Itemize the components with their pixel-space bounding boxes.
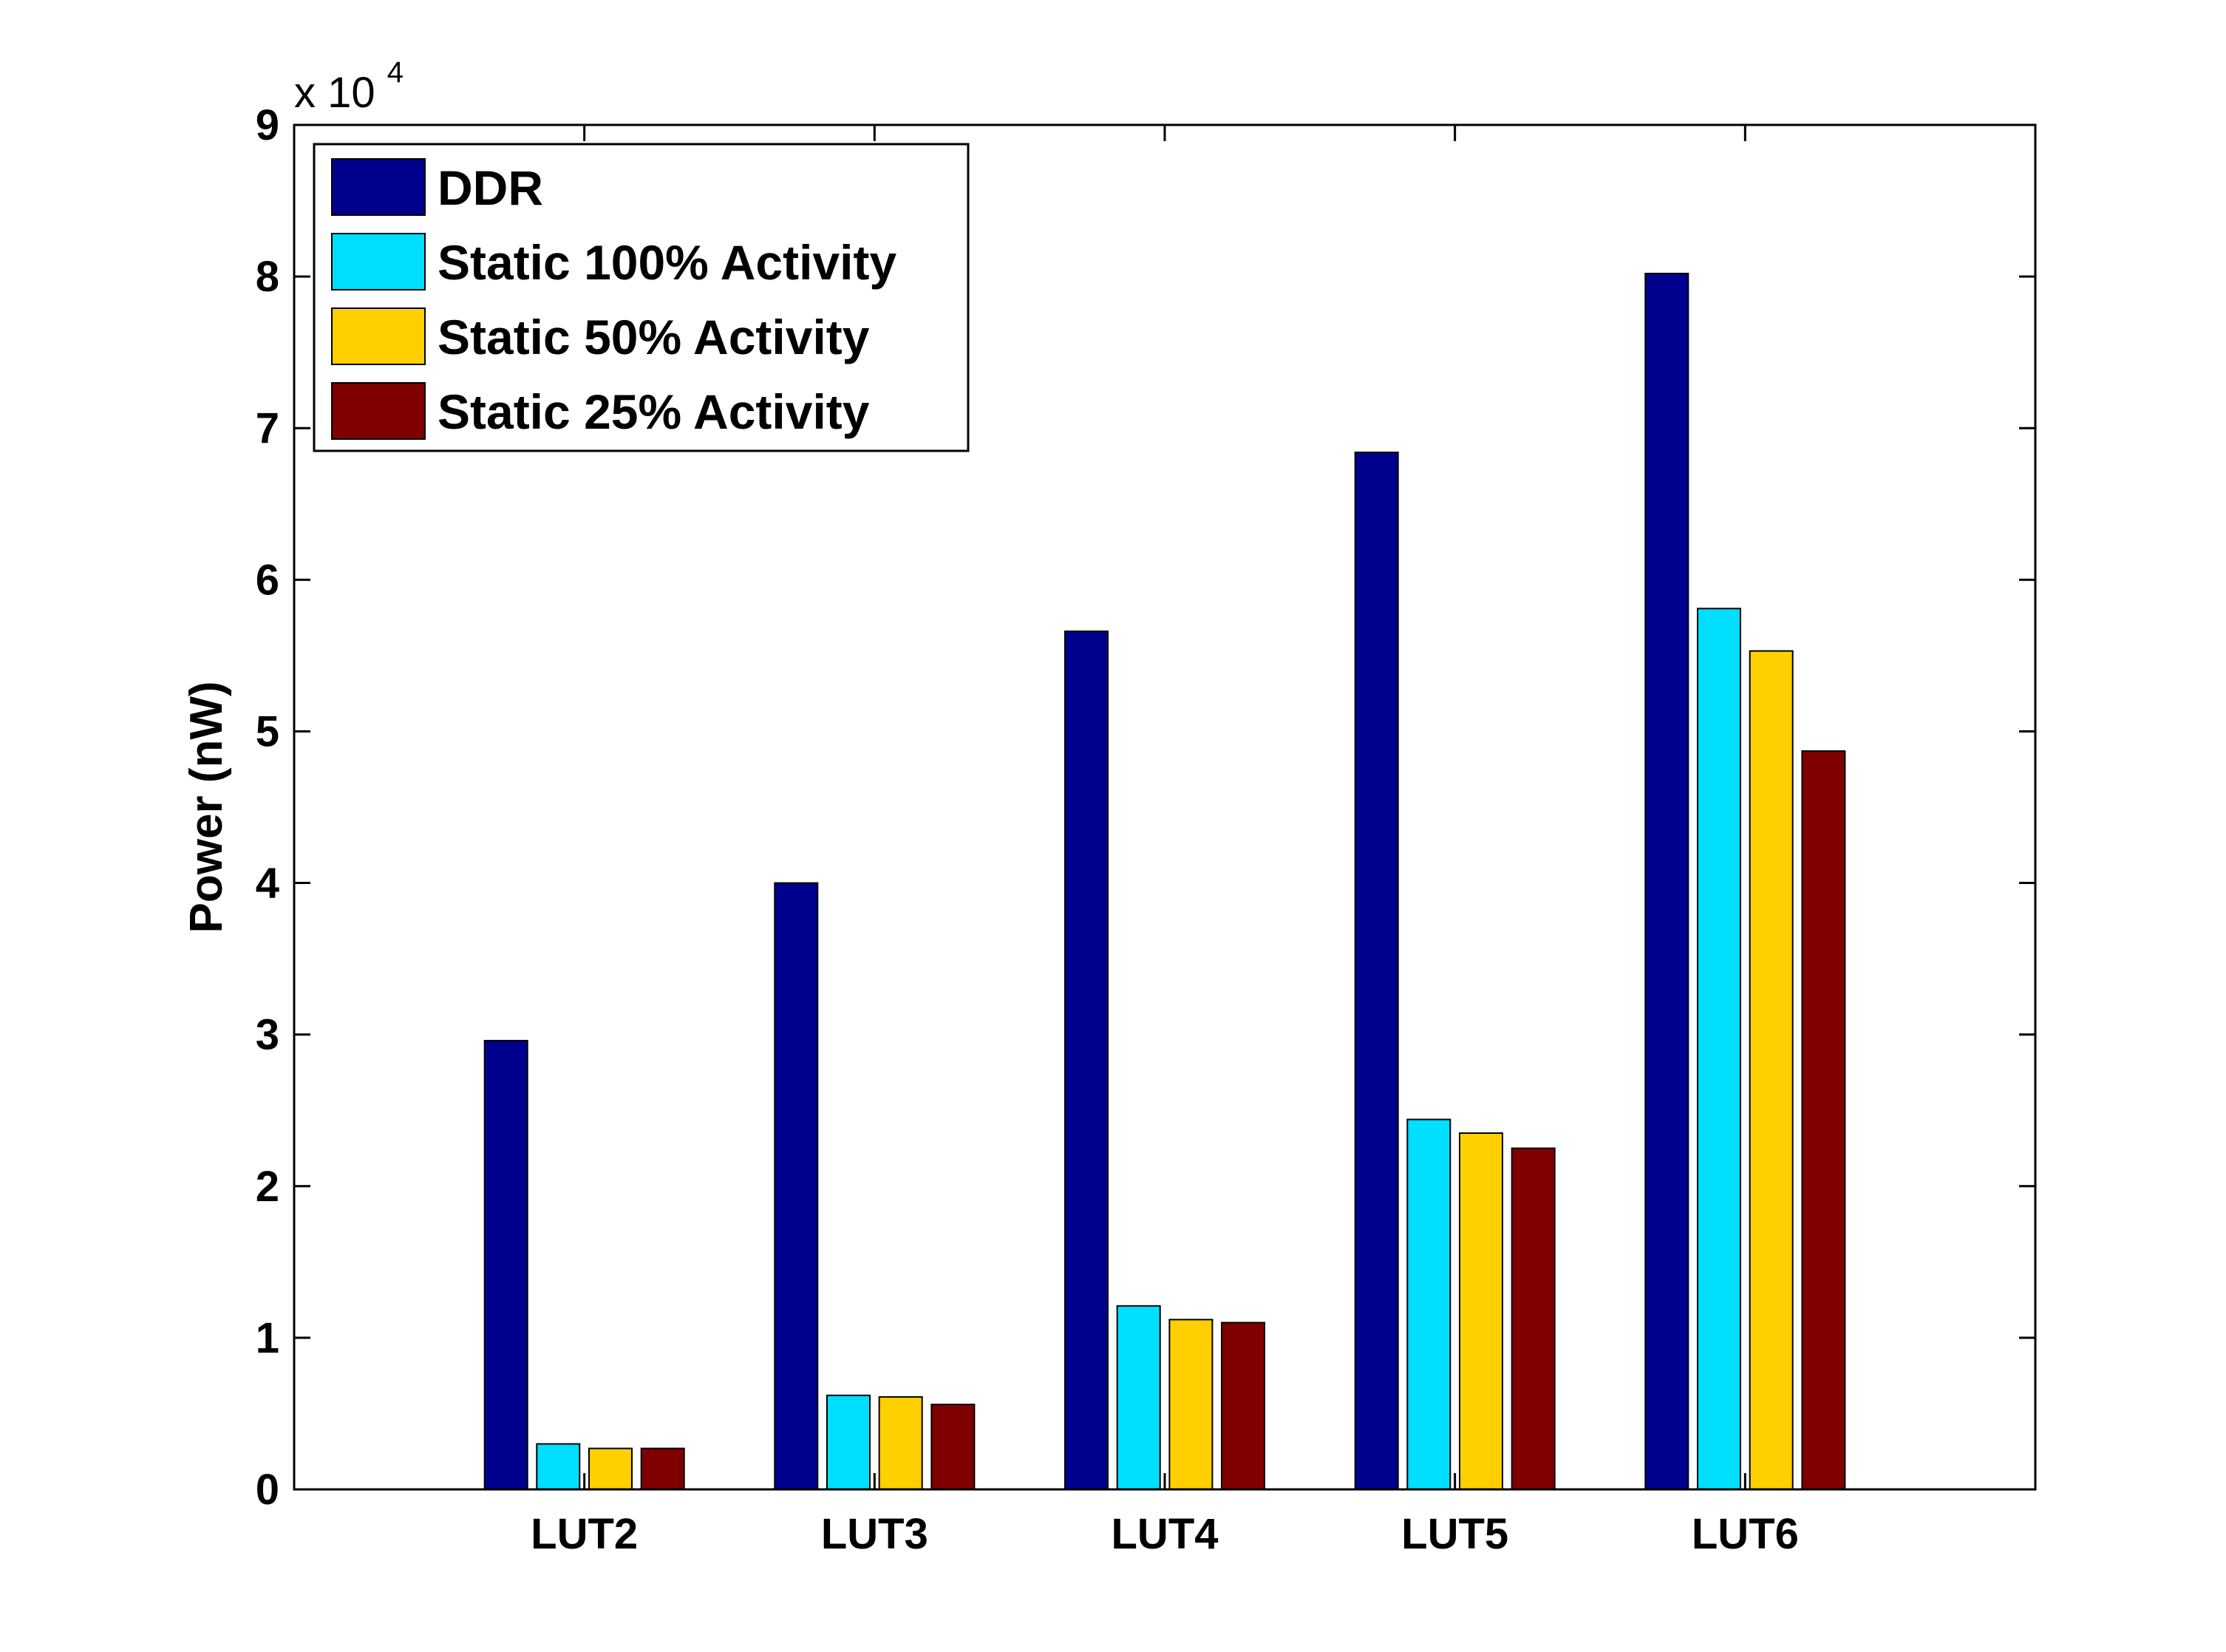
legend-label-3: Static 50% Activity bbox=[438, 310, 870, 364]
x-tick-label-lut4: LUT4 bbox=[1112, 1510, 1219, 1558]
bar-lut2-series-1 bbox=[483, 1039, 528, 1490]
legend-label-1: DDR bbox=[438, 160, 543, 215]
legend-swatch-4 bbox=[331, 382, 426, 440]
y-axis-multiplier: x 10 4 bbox=[294, 56, 404, 117]
x-tick-label-lut3: LUT3 bbox=[821, 1510, 928, 1558]
bar-lut5-series-1 bbox=[1354, 452, 1399, 1490]
y-tick-label: 9 bbox=[256, 101, 279, 149]
bar-lut4-series-3 bbox=[1168, 1319, 1214, 1491]
y-tick-label: 7 bbox=[256, 404, 279, 452]
y-tick-label: 1 bbox=[256, 1314, 279, 1362]
x-tick-labels: LUT2 LUT3 LUT4 LUT5 LUT6 bbox=[531, 1510, 1799, 1558]
bar-lut6-series-1 bbox=[1644, 273, 1689, 1490]
bar-lut3-series-1 bbox=[774, 882, 819, 1490]
bar-lut3-series-4 bbox=[930, 1404, 976, 1490]
bar-lut4-series-1 bbox=[1064, 630, 1109, 1490]
y-tick-label: 6 bbox=[256, 556, 279, 604]
bar-lut6-series-2 bbox=[1697, 608, 1741, 1490]
plot-frame bbox=[293, 123, 2037, 1491]
x-tick-label-lut2: LUT2 bbox=[531, 1510, 638, 1558]
bars-group bbox=[483, 273, 1846, 1491]
bar-lut5-series-2 bbox=[1406, 1118, 1451, 1490]
bar-lut6-series-4 bbox=[1801, 750, 1846, 1490]
legend-swatch-3 bbox=[331, 307, 426, 365]
bar-lut3-series-2 bbox=[826, 1394, 871, 1491]
bar-lut2-series-3 bbox=[588, 1447, 633, 1490]
y-axis-multiplier-exponent: 4 bbox=[387, 56, 404, 89]
legend-swatch-1 bbox=[331, 158, 426, 216]
bar-lut2-series-2 bbox=[536, 1443, 581, 1490]
y-tick-label: 3 bbox=[256, 1011, 279, 1059]
legend-label-4: Static 25% Activity bbox=[438, 384, 870, 439]
bar-lut5-series-3 bbox=[1459, 1132, 1503, 1490]
bar-lut4-series-2 bbox=[1116, 1305, 1161, 1491]
y-axis-multiplier-base: x 10 bbox=[294, 69, 375, 117]
y-tick-label: 4 bbox=[256, 860, 279, 908]
bar-lut5-series-4 bbox=[1511, 1147, 1556, 1490]
y-axis-label: Power (nW) bbox=[181, 681, 232, 934]
y-tick-label: 2 bbox=[256, 1163, 279, 1211]
bar-lut6-series-3 bbox=[1749, 650, 1794, 1491]
legend-swatch-2 bbox=[331, 233, 426, 290]
bar-lut3-series-3 bbox=[878, 1396, 923, 1491]
x-tick-label-lut6: LUT6 bbox=[1692, 1510, 1799, 1558]
legend-label-2: Static 100% Activity bbox=[438, 235, 896, 290]
bar-lut4-series-4 bbox=[1221, 1322, 1265, 1491]
x-tick-label-lut5: LUT5 bbox=[1401, 1510, 1508, 1558]
y-tick-label: 8 bbox=[256, 253, 279, 301]
y-tick-label: 0 bbox=[256, 1466, 279, 1514]
legend: DDR Static 100% Activity Static 50% Activi… bbox=[313, 143, 970, 452]
y-tick-labels: 0 1 2 3 4 5 6 7 8 9 bbox=[256, 101, 279, 1514]
bar-lut2-series-4 bbox=[640, 1447, 685, 1490]
legend-entries: DDR Static 100% Activity Static 50% Activi… bbox=[331, 158, 896, 440]
y-tick-label: 5 bbox=[256, 707, 279, 755]
